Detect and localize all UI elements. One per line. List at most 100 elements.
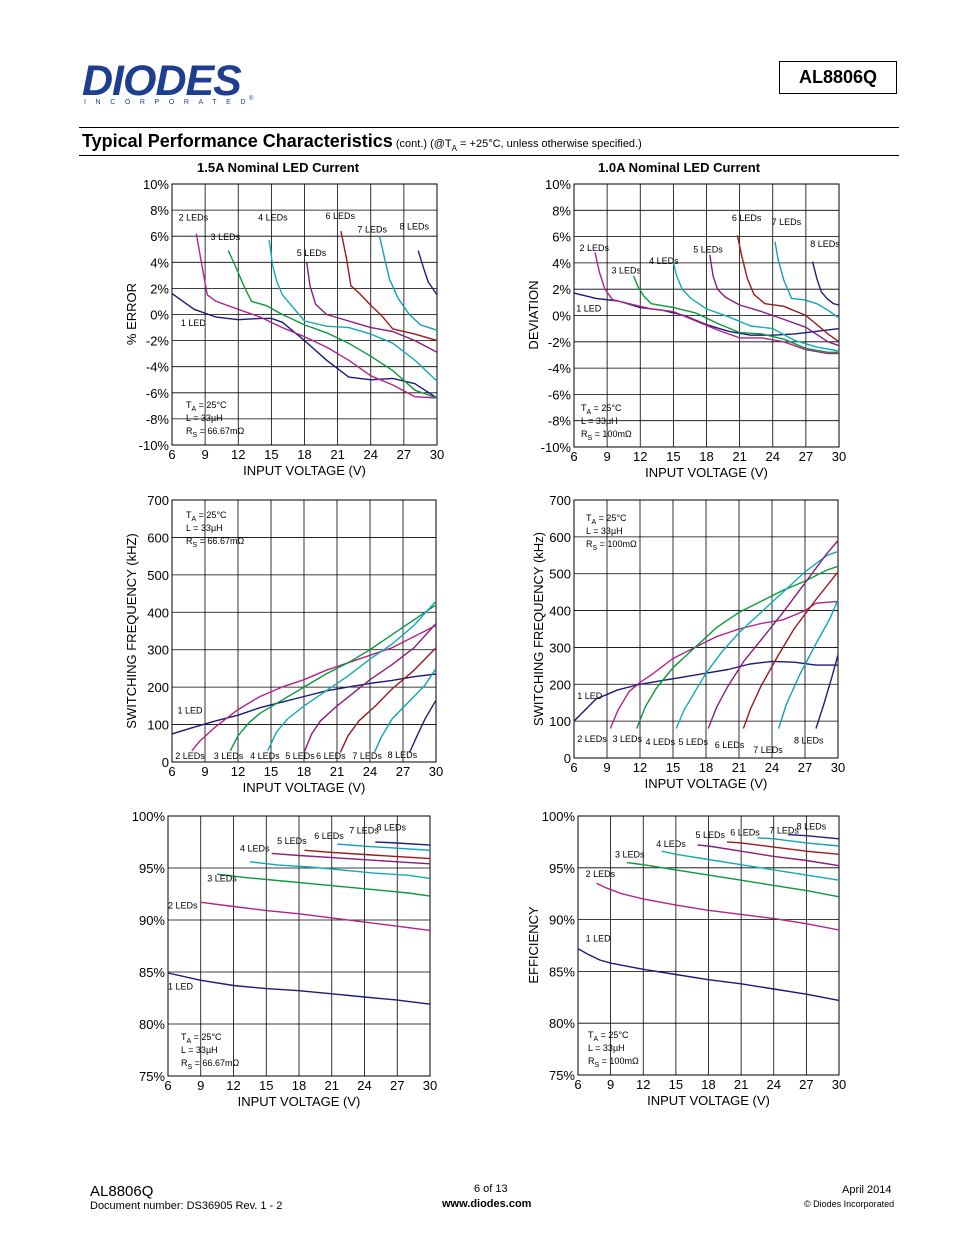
series-line-4-leds xyxy=(672,262,840,352)
series-label: 7 LEDs xyxy=(769,826,799,836)
x-tick-label: 21 xyxy=(325,1078,339,1093)
series-label: 8 LEDs xyxy=(794,735,824,745)
x-tick-label: 12 xyxy=(633,449,647,464)
series-line-4-leds xyxy=(675,550,839,729)
y-tick-label: 0 xyxy=(564,751,571,766)
series-line-4-leds xyxy=(661,850,840,881)
x-axis-label: INPUT VOLTAGE (V) xyxy=(645,465,768,480)
series-label: 4 LEDs xyxy=(646,737,676,747)
x-tick-label: 30 xyxy=(429,764,443,779)
condition-l: L = 33µH xyxy=(586,526,623,536)
series-label: 1 LED xyxy=(577,691,603,701)
x-tick-label: 15 xyxy=(259,1078,273,1093)
condition-l: L = 33µH xyxy=(186,523,223,533)
x-axis-label: INPUT VOLTAGE (V) xyxy=(243,463,366,478)
series-label: 3 LEDs xyxy=(214,751,244,761)
x-tick-label: 30 xyxy=(832,449,846,464)
series-label: 5 LEDs xyxy=(277,836,307,846)
x-tick-label: 27 xyxy=(798,760,812,775)
x-tick-label: 18 xyxy=(701,1077,715,1092)
series-label: 1 LED xyxy=(168,982,194,992)
series-line-5-leds xyxy=(306,262,438,353)
x-tick-label: 30 xyxy=(832,1077,846,1092)
y-tick-label: 8% xyxy=(150,203,169,218)
efficiency-chart-1p5a: 6 9 12 15 18 21 24 27 30 75% 80% 85% 90% 95% 100% INPUT… xyxy=(132,809,437,1109)
x-axis-label: INPUT VOLTAGE (V) xyxy=(645,776,768,791)
series-line-8-leds xyxy=(417,250,438,296)
x-tick-label: 18 xyxy=(699,449,713,464)
series-line-2-leds xyxy=(596,882,840,931)
plot-frame xyxy=(573,499,839,759)
series-label: 5 LEDs xyxy=(695,830,725,840)
series-label: 8 LEDs xyxy=(377,823,407,833)
x-tick-label: 24 xyxy=(363,764,377,779)
plot-frame xyxy=(171,183,438,446)
series-label: 4 LEDs xyxy=(649,256,679,266)
series-line-5-leds xyxy=(271,852,431,865)
x-tick-label: 9 xyxy=(607,1077,614,1092)
x-axis-label: INPUT VOLTAGE (V) xyxy=(647,1093,770,1108)
series-label: 4 LEDs xyxy=(656,839,686,849)
y-tick-label: 75% xyxy=(549,1068,575,1083)
series-label: 2 LEDs xyxy=(168,901,198,911)
header-rule xyxy=(79,127,899,128)
condition-l: L = 33µH xyxy=(186,413,223,423)
series-label: 4 LEDs xyxy=(250,751,280,761)
y-axis-label: EFFICIENCY xyxy=(526,906,541,984)
series-line-7-leds xyxy=(378,236,438,331)
series-label: 6 LEDs xyxy=(325,211,355,221)
series-label: 7 LEDs xyxy=(358,224,388,234)
condition-rs: RS = 100mΩ xyxy=(588,1056,639,1069)
diodes-logo: DIODES xyxy=(82,57,242,105)
efficiency-chart-1p0a: 6 9 12 15 18 21 24 27 30 75% 80% 85% 90% 95% 100% INPUT… xyxy=(526,809,846,1108)
y-tick-label: 6% xyxy=(150,229,169,244)
y-tick-label: 8% xyxy=(552,203,571,218)
y-tick-label: 2% xyxy=(552,282,571,297)
x-tick-label: 30 xyxy=(430,447,444,462)
x-tick-label: 24 xyxy=(766,449,780,464)
y-tick-label: 700 xyxy=(147,493,169,508)
series-line-6-leds xyxy=(726,841,840,855)
x-tick-label: 21 xyxy=(732,760,746,775)
series-label: 1 LED xyxy=(181,318,207,328)
series-line-3-leds xyxy=(632,275,839,353)
x-axis-label: INPUT VOLTAGE (V) xyxy=(238,1094,361,1109)
series-line-1-led xyxy=(577,947,840,1002)
y-tick-label: -6% xyxy=(548,387,572,402)
series-line-6-leds xyxy=(340,230,438,342)
y-tick-label: 200 xyxy=(549,677,571,692)
x-tick-label: 18 xyxy=(699,760,713,775)
y-tick-label: 500 xyxy=(147,568,169,583)
footer-part: AL8806Q xyxy=(90,1183,154,1200)
x-tick-label: 6 xyxy=(168,764,175,779)
series-line-3-leds xyxy=(626,861,840,898)
series-line-7-leds xyxy=(337,843,431,851)
series-label: 8 LEDs xyxy=(810,239,840,249)
series-line-4-leds xyxy=(249,861,431,880)
series-line-7-leds xyxy=(777,599,839,729)
series-line-3-leds xyxy=(217,873,431,897)
y-tick-label: 100 xyxy=(147,718,169,733)
series-label: 5 LEDs xyxy=(285,751,315,761)
y-tick-label: 4% xyxy=(150,255,169,270)
x-tick-label: 9 xyxy=(202,447,209,462)
series-label: 5 LEDs xyxy=(679,737,709,747)
section-subtitle-post: = +25°C, unless otherwise specified.) xyxy=(457,138,642,150)
series-label: 2 LEDs xyxy=(179,213,209,223)
y-tick-label: -6% xyxy=(146,386,170,401)
series-line-2-leds xyxy=(191,624,437,752)
footer-url[interactable]: www.diodes.com xyxy=(442,1198,532,1210)
series-label: 6 LEDs xyxy=(314,831,344,841)
series-label: 5 LEDs xyxy=(297,248,327,258)
section-title: Typical Performance Characteristics (con… xyxy=(82,131,642,153)
right-column-title: 1.0A Nominal LED Current xyxy=(598,160,761,175)
x-tick-label: 6 xyxy=(574,1077,581,1092)
series-line-3-leds xyxy=(636,565,839,729)
y-tick-label: 0% xyxy=(150,308,169,323)
series-line-1-led xyxy=(171,673,437,735)
x-tick-label: 30 xyxy=(831,760,845,775)
y-tick-label: 6% xyxy=(552,230,571,245)
y-tick-label: 600 xyxy=(147,530,169,545)
series-line-8-leds xyxy=(375,841,431,846)
x-tick-label: 15 xyxy=(264,447,278,462)
